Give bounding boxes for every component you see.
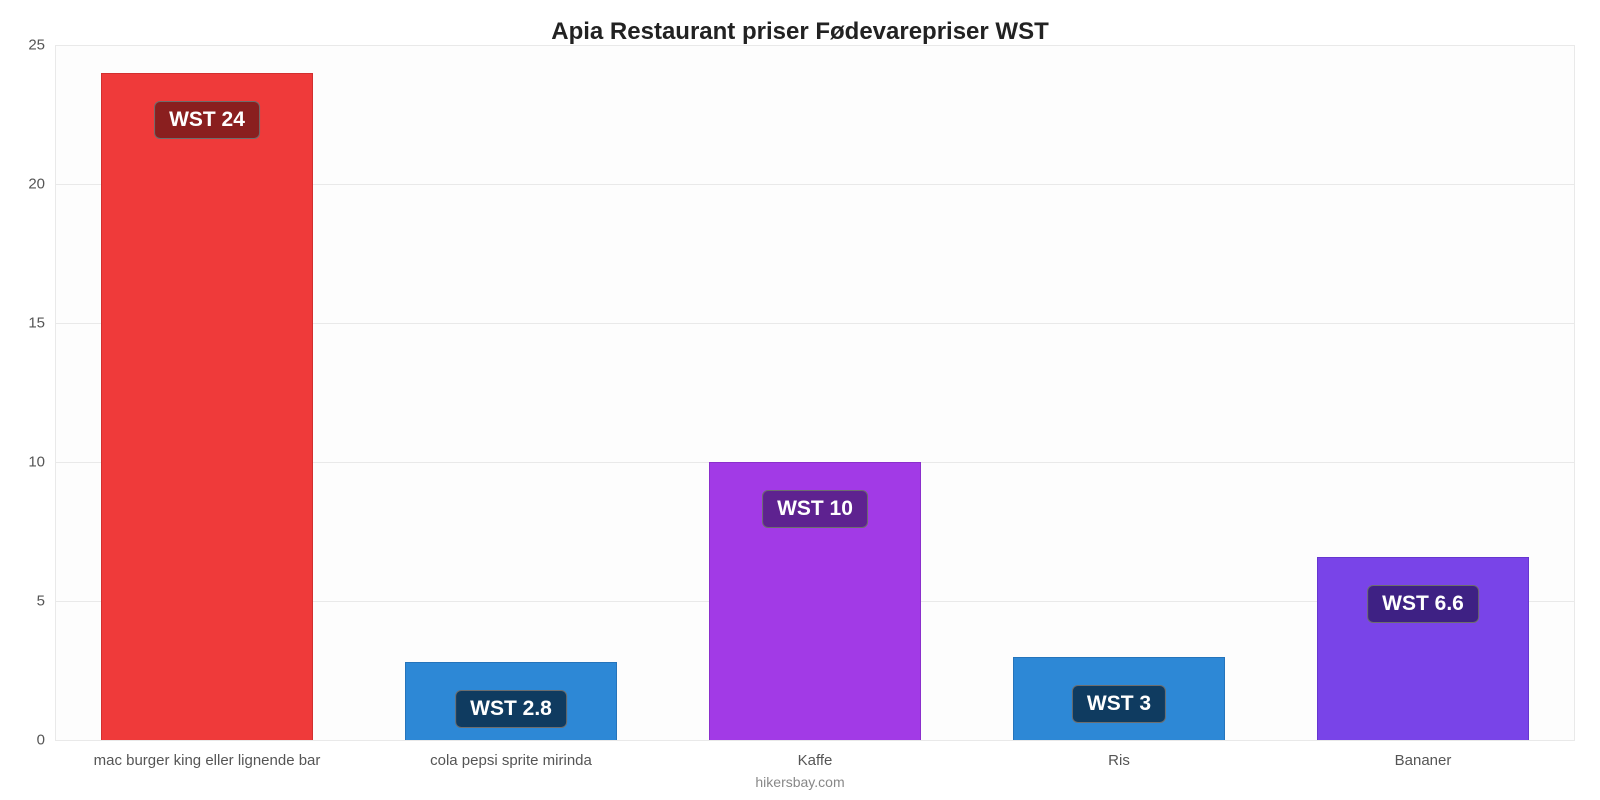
plot-border-right — [1574, 45, 1575, 740]
y-tick-label: 25 — [28, 37, 55, 54]
grid-line — [55, 45, 1575, 46]
plot-border-left — [55, 45, 56, 740]
x-tick-label: Kaffe — [798, 740, 833, 769]
bar-value-badge: WST 3 — [1072, 685, 1166, 723]
x-tick-label: Bananer — [1395, 740, 1452, 769]
y-tick-label: 10 — [28, 454, 55, 471]
chart-caption: hikersbay.com — [0, 774, 1600, 790]
bar-value-badge: WST 10 — [762, 490, 868, 528]
x-tick-label: cola pepsi sprite mirinda — [430, 740, 592, 769]
y-tick-label: 5 — [37, 593, 55, 610]
bar-value-badge: WST 2.8 — [455, 690, 567, 728]
y-tick-label: 0 — [37, 732, 55, 749]
x-tick-label: mac burger king eller lignende bar — [94, 740, 321, 769]
chart-title: Apia Restaurant priser Fødevarepriser WS… — [0, 18, 1600, 46]
price-bar-chart: Apia Restaurant priser Fødevarepriser WS… — [0, 0, 1600, 800]
plot-area: 0510152025mac burger king eller lignende… — [55, 45, 1575, 740]
bar — [101, 73, 314, 740]
y-tick-label: 15 — [28, 315, 55, 332]
bar-value-badge: WST 6.6 — [1367, 585, 1479, 623]
y-tick-label: 20 — [28, 176, 55, 193]
x-tick-label: Ris — [1108, 740, 1130, 769]
bar-value-badge: WST 24 — [154, 101, 260, 139]
